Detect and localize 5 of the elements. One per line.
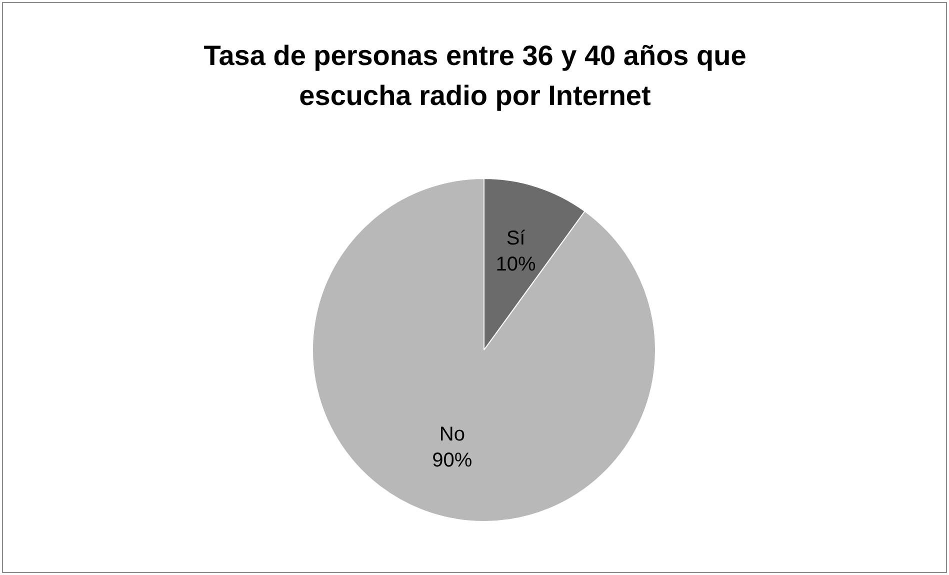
data-label: 10%	[496, 254, 536, 276]
slice-label: Sí	[506, 228, 526, 250]
data-label: 90%	[432, 449, 472, 472]
chart-title: Tasa de personas entre 36 y 40 años que escucha radio por Internet	[202, 39, 748, 113]
slice-label: No	[439, 423, 465, 446]
